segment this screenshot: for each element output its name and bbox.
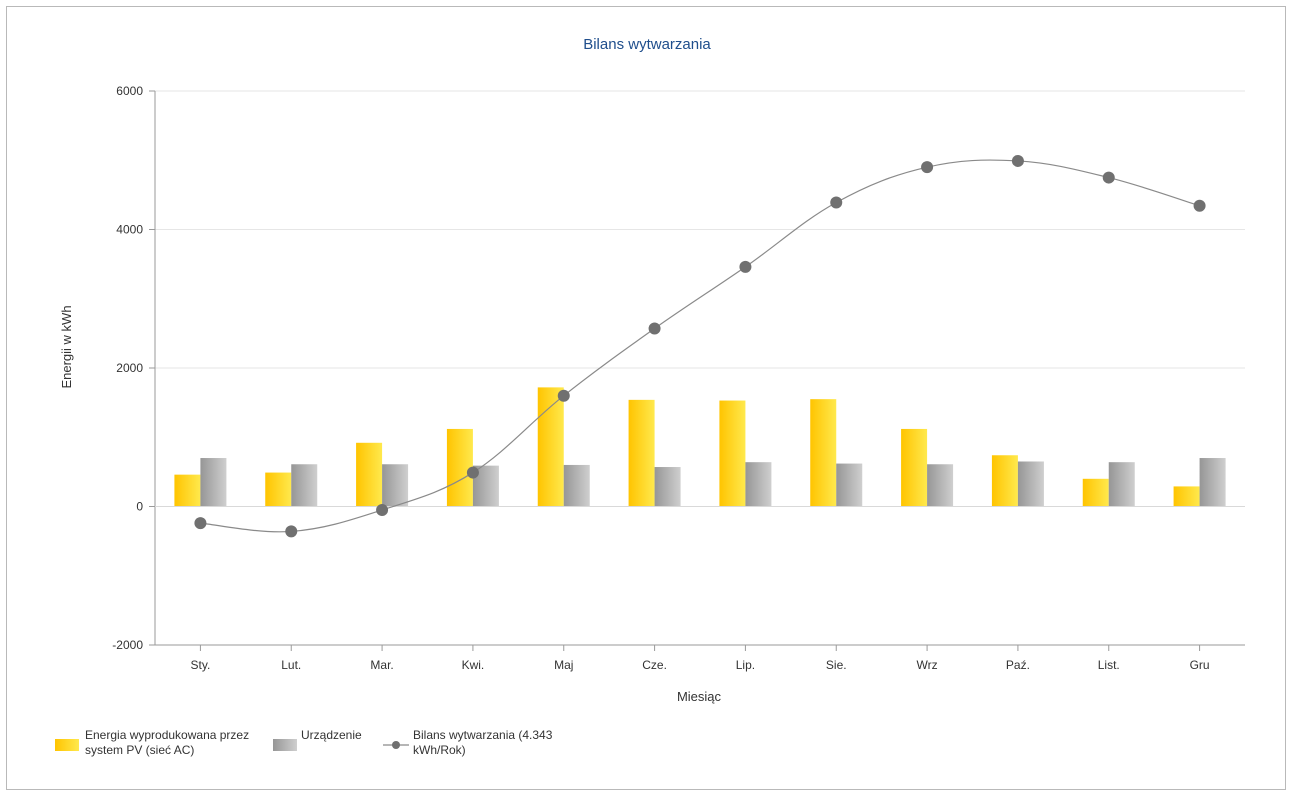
x-tick-label: Gru	[1190, 658, 1210, 672]
x-axis-label: Miesiąc	[677, 689, 722, 704]
balance-point-9	[1011, 154, 1024, 167]
legend-label: Energia wyprodukowana przez	[85, 728, 249, 742]
y-tick-label: 4000	[116, 223, 143, 237]
x-tick-label: Sie.	[826, 658, 847, 672]
x-tick-label: Lut.	[281, 658, 301, 672]
pv-energy-bar-1	[265, 472, 292, 507]
pv-energy-bar-0	[174, 474, 201, 507]
device-bar-10	[1108, 462, 1135, 507]
balance-point-1	[285, 525, 298, 538]
x-tick-label: Mar.	[370, 658, 393, 672]
legend-label: kWh/Rok)	[413, 743, 466, 757]
balance-point-4	[557, 389, 570, 402]
balance-point-5	[648, 322, 661, 335]
chart-title: Bilans wytwarzania	[583, 36, 711, 53]
y-tick-label: 2000	[116, 361, 143, 375]
pv-energy-bar-9	[991, 455, 1018, 507]
axes	[154, 91, 1245, 646]
balance-point-2	[376, 503, 389, 516]
balance-point-0	[194, 517, 207, 530]
device-bar-7	[836, 463, 863, 507]
balance-point-11	[1193, 199, 1206, 212]
pv-energy-bar-4	[537, 387, 564, 507]
y-tick-label: -2000	[112, 638, 143, 652]
pv-energy-bar-11	[1173, 486, 1200, 507]
y-axis-ticks: 6000 4000 2000 0 -2000	[112, 84, 155, 652]
x-tick-label: Lip.	[736, 658, 755, 672]
y-axis-label: Energii w kWh	[59, 305, 74, 388]
device-bar-4	[563, 464, 590, 507]
legend-label: system PV (sieć AC)	[85, 743, 194, 757]
pv-energy-bar-2	[356, 442, 383, 507]
balance-point-7	[830, 196, 843, 209]
legend-swatch	[55, 739, 79, 751]
y-tick-label: 6000	[116, 84, 143, 98]
gridlines	[155, 90, 1245, 507]
device-bar-2	[382, 464, 409, 507]
x-tick-label: Cze.	[642, 658, 667, 672]
legend-marker	[392, 741, 400, 749]
legend-item-device: Urządzenie	[273, 728, 362, 751]
pv-energy-bar-6	[719, 400, 746, 507]
device-bar-1	[291, 464, 318, 507]
device-bar-5	[654, 467, 681, 507]
device-bar-0	[200, 458, 227, 507]
chart: Bilans wytwarzania 6000 4000 2000 0 -2000 St…	[55, 36, 1245, 757]
device-bar-11	[1199, 458, 1226, 507]
pv-energy-bar-10	[1082, 478, 1109, 507]
pv-energy-bar-7	[810, 399, 837, 507]
pv-energy-bar-5	[628, 399, 655, 507]
x-tick-label: Maj	[554, 658, 573, 672]
legend-swatch	[273, 739, 297, 751]
x-tick-label: Paź.	[1006, 658, 1030, 672]
balance-point-3	[466, 466, 479, 479]
legend-label: Urządzenie	[301, 728, 362, 742]
y-tick-label: 0	[136, 500, 143, 514]
x-tick-label: Wrz	[917, 658, 938, 672]
x-tick-label: List.	[1098, 658, 1120, 672]
device-bar-8	[927, 464, 954, 507]
x-axis-ticks: Sty. Lut. Mar. Kwi. Maj Cze. Lip. Sie. Wrz Paź. Li…	[191, 645, 1210, 672]
pv-energy-bar-3	[446, 428, 473, 507]
pv-energy-bar-8	[901, 428, 928, 507]
chart-frame: Bilans wytwarzania 6000 4000 2000 0 -2000 St…	[6, 6, 1286, 790]
bars	[174, 387, 1226, 507]
balance-point-10	[1102, 171, 1115, 184]
device-bar-9	[1017, 461, 1044, 507]
balance-point-6	[739, 260, 752, 273]
x-tick-label: Sty.	[191, 658, 211, 672]
balance-point-8	[921, 161, 934, 174]
x-tick-label: Kwi.	[462, 658, 485, 672]
balance-line-path	[200, 159, 1200, 533]
device-bar-6	[745, 462, 772, 507]
legend-label: Bilans wytwarzania (4.343	[413, 728, 553, 742]
balance-line	[194, 154, 1206, 538]
